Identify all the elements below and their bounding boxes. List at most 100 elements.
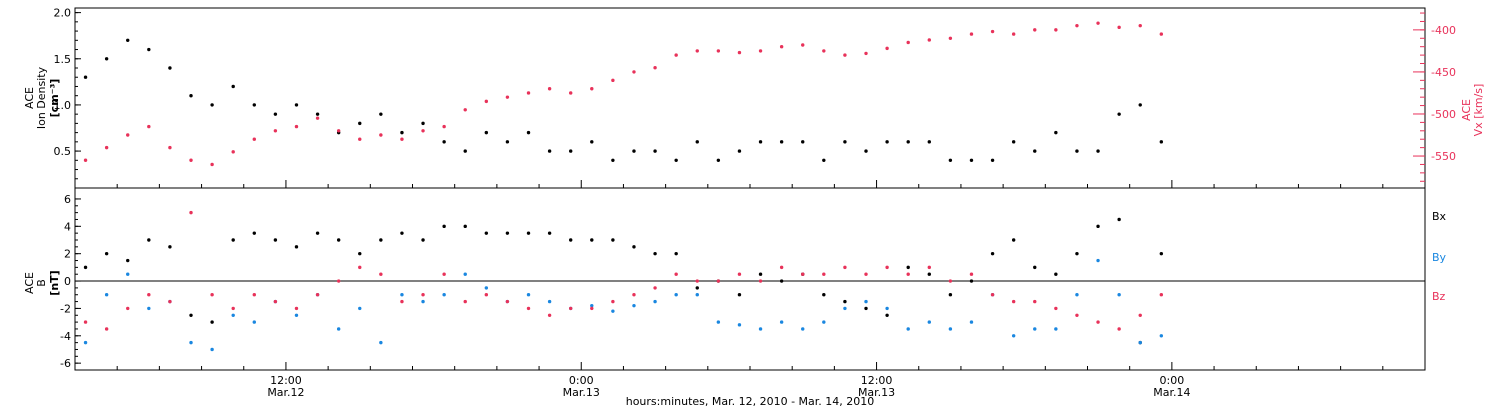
bottom-left-tick-label: 0	[64, 275, 71, 288]
bx-point	[653, 251, 657, 256]
bx-point	[1033, 265, 1037, 270]
ion-density-point	[569, 149, 573, 153]
ion-density-point	[758, 140, 763, 144]
by-point	[294, 313, 299, 317]
bz-point	[1075, 313, 1079, 317]
ion-density-point	[1033, 149, 1037, 153]
vx-point	[569, 91, 573, 95]
ion-density-point	[168, 66, 172, 70]
vx-point	[779, 44, 784, 49]
by-point	[189, 340, 193, 345]
bz-point	[990, 293, 995, 297]
by-point	[104, 293, 109, 297]
ion-density-point	[843, 140, 847, 144]
vx-point	[864, 51, 868, 56]
by-point	[927, 320, 931, 324]
ion-density-point	[147, 47, 151, 52]
bz-point	[906, 272, 910, 276]
ion-density-point	[358, 121, 362, 126]
ion-density-point	[590, 140, 594, 144]
vx-point	[948, 36, 953, 40]
bottom-left-tick-label: -6	[60, 357, 71, 370]
bx-point	[336, 238, 341, 242]
bz-point	[463, 299, 467, 304]
vx-point	[421, 129, 425, 133]
vx-point	[294, 124, 299, 129]
ion-density-point	[1096, 149, 1100, 153]
by-point	[379, 340, 383, 345]
vx-point	[315, 116, 320, 120]
ion-density-point	[695, 140, 699, 144]
bz-point	[1096, 320, 1100, 324]
by-point	[210, 347, 214, 352]
x-tick-label-time: 0:00	[1160, 374, 1185, 387]
vx-point	[758, 49, 763, 53]
by-point	[611, 309, 615, 313]
bz-point	[801, 272, 805, 276]
by-point	[864, 299, 868, 304]
by-point	[779, 320, 784, 324]
by-point	[336, 327, 341, 331]
bz-point	[526, 306, 531, 311]
bz-point	[273, 299, 278, 304]
by-point	[695, 293, 699, 297]
bz-point	[716, 279, 721, 283]
vx-point	[590, 87, 594, 91]
top-left-tick-label: 2.0	[54, 7, 72, 20]
top-panel-frame	[74, 7, 1426, 189]
ion-density-point	[526, 130, 531, 135]
by-point	[1159, 334, 1164, 338]
bz-point	[83, 320, 88, 324]
by-point	[463, 272, 467, 276]
bx-point	[569, 238, 573, 242]
bz-point	[231, 306, 235, 311]
bz-point	[569, 306, 573, 311]
ion-density-point	[400, 130, 404, 135]
ion-density-point	[1075, 149, 1079, 153]
x-tick-label-date: Mar.14	[1153, 386, 1190, 399]
ion-density-point	[969, 158, 974, 163]
bz-point	[1011, 299, 1016, 304]
bx-point	[294, 245, 299, 249]
ion-density-point	[294, 103, 299, 107]
bx-point	[590, 238, 594, 242]
vx-point	[358, 137, 362, 141]
x-tick-label-time: 0:00	[569, 374, 594, 387]
legend-bz: Bz	[1432, 290, 1446, 303]
vx-point	[906, 40, 910, 45]
bz-point	[590, 306, 594, 311]
bx-point	[885, 313, 889, 317]
vx-point	[104, 145, 109, 150]
ion-density-point	[484, 130, 489, 135]
ion-density-point	[801, 140, 805, 144]
by-point	[1117, 293, 1121, 297]
ion-density-point	[189, 93, 193, 98]
vx-point	[716, 49, 721, 53]
bz-point	[358, 265, 362, 270]
top-right-y-ticks: -550 -500 -450 -400	[1413, 12, 1456, 182]
vx-point	[885, 46, 889, 51]
bx-point	[1159, 251, 1164, 256]
by-point	[231, 313, 235, 317]
bx-point	[864, 306, 868, 311]
x-tick-label-date: Mar.12	[267, 386, 304, 399]
bx-point	[1075, 251, 1079, 256]
vx-point	[801, 43, 805, 47]
bx-point	[126, 258, 130, 263]
x-tick-label-time: 12:00	[861, 374, 893, 387]
vx-point	[1159, 32, 1164, 36]
by-point	[1138, 340, 1142, 345]
by-point	[885, 306, 889, 311]
vx-point	[126, 133, 130, 137]
ion-density-point	[463, 149, 467, 153]
bx-point	[927, 272, 931, 276]
ion-density-point	[421, 121, 425, 126]
bottom-ylabel-line3: [nT]	[48, 270, 61, 295]
vx-point	[1033, 28, 1037, 32]
bx-point	[990, 251, 995, 256]
ion-density-point	[379, 112, 383, 116]
ion-density-point	[906, 140, 910, 144]
bz-point	[674, 272, 678, 276]
bx-point	[822, 293, 826, 297]
ion-density-point	[231, 84, 235, 89]
